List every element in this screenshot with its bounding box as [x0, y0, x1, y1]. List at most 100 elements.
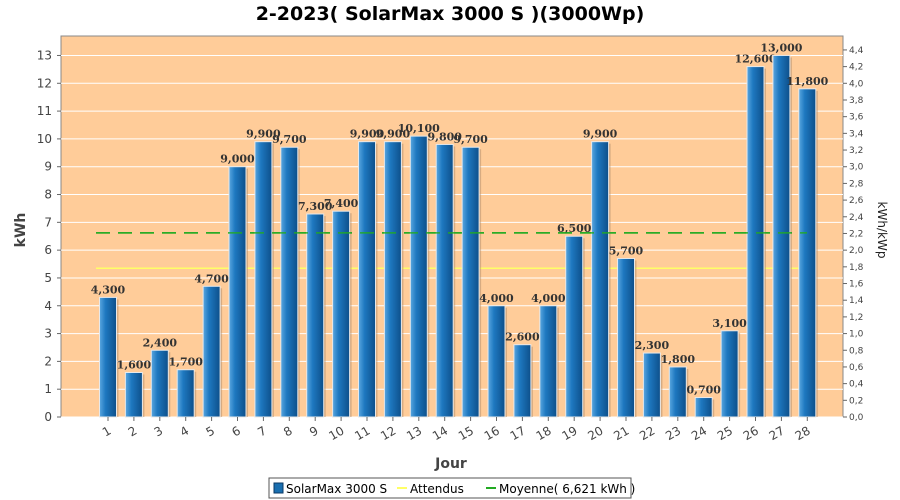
legend-swatch-series	[273, 482, 284, 494]
bar	[694, 397, 713, 418]
legend: SolarMax 3000 S Attendus Moyenne( 6,621 …	[268, 477, 635, 499]
bar-value-label: 4,700	[194, 272, 229, 285]
y-tick-label: 2	[44, 354, 52, 368]
y2-tick-label: 0,6	[849, 363, 864, 373]
bar	[798, 88, 817, 418]
x-tick-label: 25	[715, 423, 735, 443]
y2-tick-label: 3,8	[849, 96, 864, 106]
bar-value-label: 10,100	[398, 122, 440, 135]
bar-value-label: 2,300	[635, 339, 670, 352]
bar-value-label: 9,700	[272, 133, 307, 146]
x-tick-label: 16	[482, 423, 502, 443]
bar-value-label: 5,700	[609, 244, 644, 257]
bar	[461, 146, 480, 418]
x-tick-label: 22	[637, 423, 657, 443]
x-tick-label: 1	[100, 423, 114, 439]
bar-value-label: 12,600	[734, 53, 776, 66]
bar-value-label: 7,400	[324, 197, 359, 210]
x-tick-label: 14	[430, 423, 450, 443]
bar-value-label: 1,800	[661, 353, 696, 366]
x-tick-label: 28	[793, 423, 813, 443]
bar	[720, 330, 739, 418]
y2-tick-label: 2,0	[849, 246, 864, 256]
y2-tick-label: 2,4	[849, 213, 864, 223]
x-axis-title: Jour	[434, 456, 467, 472]
y-tick-label: 13	[37, 48, 52, 62]
y2-tick-label: 1,4	[849, 296, 864, 306]
bar	[409, 135, 428, 418]
x-tick-label: 8	[281, 423, 295, 439]
bar	[99, 296, 117, 418]
y2-tick-label: 2,8	[849, 179, 864, 189]
y-tick-label: 10	[37, 132, 52, 146]
bar	[772, 54, 791, 418]
y2-tick-label: 4,2	[849, 63, 863, 73]
right-y-axis-title: kWh/kWp	[875, 202, 889, 259]
y-tick-label: 7	[44, 215, 52, 229]
bar	[642, 352, 661, 418]
chart-title: 2-2023( SolarMax 3000 S )(3000Wp)	[256, 3, 645, 25]
x-tick-label: 18	[534, 423, 554, 443]
y-tick-label: 0	[44, 410, 52, 424]
bar	[306, 213, 325, 418]
bar	[124, 372, 143, 418]
y2-tick-label: 3,2	[849, 146, 863, 156]
x-tick-label: 3	[152, 423, 166, 439]
bar-value-label: 4,000	[479, 292, 514, 305]
bar-value-label: 1,700	[168, 356, 203, 369]
bar	[746, 66, 765, 418]
bar	[513, 344, 532, 418]
bar	[565, 235, 584, 418]
x-tick-label: 6	[229, 423, 243, 439]
x-tick-label: 24	[689, 423, 709, 443]
y-tick-label: 5	[44, 271, 52, 285]
bar-value-label: 6,500	[557, 222, 592, 235]
bar-value-label: 0,700	[686, 384, 721, 397]
bar	[358, 141, 376, 418]
bar-value-label: 9,900	[376, 128, 411, 141]
bar	[383, 141, 402, 418]
y-tick-label: 3	[44, 327, 52, 341]
bar-value-label: 7,300	[298, 200, 333, 213]
y-tick-label: 8	[44, 188, 52, 202]
bar-value-label: 4,000	[531, 292, 566, 305]
x-tick-label: 10	[326, 423, 346, 443]
x-tick-label: 12	[378, 423, 398, 443]
y2-tick-label: 1,0	[849, 330, 864, 340]
y2-tick-label: 4,0	[849, 79, 864, 89]
bar	[150, 349, 169, 418]
bar-value-label: 2,600	[505, 331, 540, 344]
y-tick-label: 1	[44, 382, 52, 396]
bar-value-label: 11,800	[786, 75, 828, 88]
bar	[435, 143, 454, 418]
x-tick-label: 17	[508, 423, 528, 443]
y2-tick-label: 0,8	[849, 346, 864, 356]
bar-value-label: 2,400	[143, 336, 178, 349]
legend-box	[268, 477, 632, 499]
legend-series-label: SolarMax 3000 S	[286, 482, 387, 496]
bar-value-label: 9,900	[350, 128, 385, 141]
y2-tick-label: 4,4	[849, 46, 864, 56]
x-tick-label: 21	[611, 423, 631, 443]
x-tick-label: 11	[352, 423, 372, 443]
bar	[487, 305, 506, 418]
bar-value-label: 9,000	[220, 153, 255, 166]
y2-tick-label: 0,0	[849, 413, 864, 423]
bar-value-label: 9,800	[427, 130, 462, 143]
y2-tick-label: 3,6	[849, 113, 864, 123]
y2-tick-label: 2,6	[849, 196, 864, 206]
bar	[617, 257, 635, 418]
bar	[202, 285, 221, 418]
bar-value-label: 3,100	[712, 317, 747, 330]
x-tick-label: 23	[663, 423, 683, 443]
y-tick-label: 12	[37, 76, 52, 90]
x-tick-label: 27	[767, 423, 787, 443]
bar	[176, 369, 195, 418]
legend-expected-label: Attendus	[410, 482, 464, 496]
x-tick-label: 2	[126, 423, 140, 439]
x-tick-label: 19	[559, 423, 579, 443]
bar-value-label: 9,700	[453, 133, 488, 146]
x-tick-label: 20	[585, 423, 605, 443]
x-tick-label: 13	[404, 423, 424, 443]
bar-value-label: 13,000	[760, 41, 802, 54]
